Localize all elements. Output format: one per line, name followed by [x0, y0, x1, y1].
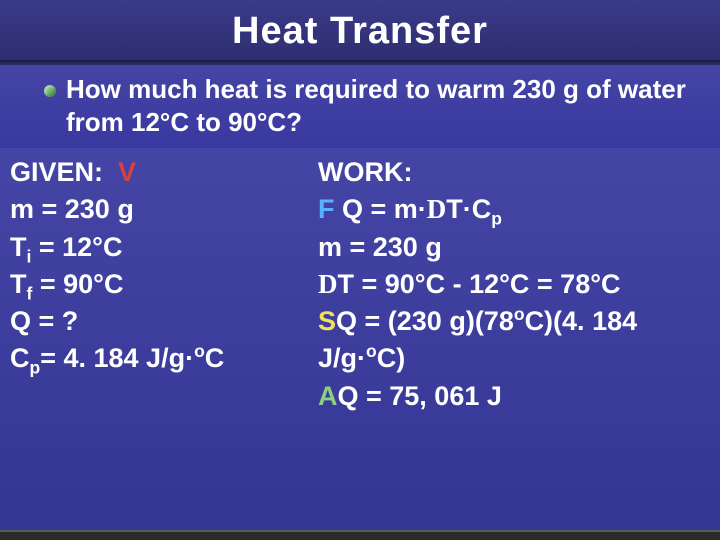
work-a: A [318, 381, 338, 411]
cp-pre: C [10, 343, 30, 373]
cp-sub: p [30, 358, 41, 378]
ti-pre: T [10, 232, 27, 262]
question-text: How much heat is required to warm 230 g … [66, 73, 700, 138]
sq2-sup: o [366, 341, 377, 361]
formula-sub: p [491, 209, 502, 229]
header: Heat Transfer [0, 0, 720, 65]
work-column: WORK: F Q = m·DT·Cp m = 230 g DT = 90°C … [318, 154, 710, 522]
cp-mid: = 4. 184 J/g· [40, 343, 194, 373]
given-v: V [118, 157, 136, 187]
given-label: GIVEN: [10, 157, 103, 187]
given-tf: Tf = 90°C [10, 266, 312, 303]
given-column: GIVEN: V m = 230 g Ti = 12°C Tf = 90°C Q… [10, 154, 318, 522]
slide: Heat Transfer How much heat is required … [0, 0, 720, 540]
formula-mid: T·C [446, 194, 491, 224]
work-substitute: SQ = (230 g)(78oC)(4. 184 [318, 303, 710, 340]
work-substitute-2: J/g·oC) [318, 340, 710, 377]
given-cp: Cp= 4. 184 J/g·oC [10, 340, 312, 377]
work-answer: AQ = 75, 061 J [318, 378, 710, 415]
ti-post: = 12°C [31, 232, 122, 262]
tf-post: = 90°C [32, 269, 123, 299]
work-f: F [318, 194, 335, 224]
sq-pre: Q = (230 g)(78 [336, 306, 514, 336]
cp-end: C [205, 343, 225, 373]
tf-pre: T [10, 269, 27, 299]
given-mass: m = 230 g [10, 191, 312, 228]
content-area: GIVEN: V m = 230 g Ti = 12°C Tf = 90°C Q… [0, 148, 720, 530]
sq-sup1: o [514, 304, 525, 324]
given-q: Q = ? [10, 303, 312, 340]
question-block: How much heat is required to warm 230 g … [0, 65, 720, 148]
sq-mid: C)(4. 184 [525, 306, 638, 336]
formula-delta: D [427, 194, 447, 224]
formula-pre: Q = m· [335, 194, 427, 224]
bullet-icon [44, 85, 56, 97]
dt-rest: T = 90°C - 12°C = 78°C [338, 269, 621, 299]
dt-delta: D [318, 269, 338, 299]
work-header: WORK: [318, 154, 710, 191]
given-ti: Ti = 12°C [10, 229, 312, 266]
work-mass: m = 230 g [318, 229, 710, 266]
cp-sup: o [194, 341, 205, 361]
work-s: S [318, 306, 336, 336]
sq2-end: C) [377, 343, 406, 373]
work-formula: F Q = m·DT·Cp [318, 191, 710, 228]
sq2-pre: J/g· [318, 343, 366, 373]
given-header: GIVEN: V [10, 154, 312, 191]
answer-text: Q = 75, 061 J [338, 381, 502, 411]
slide-title: Heat Transfer [20, 10, 700, 53]
footer-bar [0, 530, 720, 540]
work-dt: DT = 90°C - 12°C = 78°C [318, 266, 710, 303]
